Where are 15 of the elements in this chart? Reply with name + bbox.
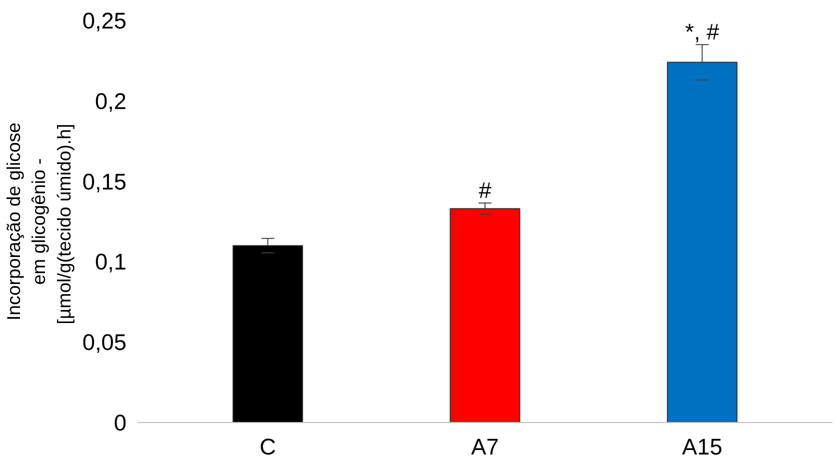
y-tick-label: 0,1 <box>95 248 127 275</box>
bar <box>666 62 738 422</box>
annotation: *, # <box>685 18 720 45</box>
bar <box>232 245 304 422</box>
x-tick-label: C <box>260 434 276 460</box>
x-tick-label: A7 <box>471 434 499 460</box>
y-tick-label: 0 <box>114 410 127 436</box>
y-tick-label: 0,05 <box>82 329 127 356</box>
y-tick-label: 0,25 <box>82 8 127 34</box>
x-tick-label: A15 <box>682 434 722 460</box>
y-tick-label: 0,15 <box>82 168 127 194</box>
annotation: # <box>478 177 492 204</box>
y-axis-title: Incorporação de glicose em glicogênio - [µmol/g(tecido úmido).h] <box>3 122 74 324</box>
bar <box>450 208 520 422</box>
y-tick-label: 0,2 <box>95 88 127 114</box>
